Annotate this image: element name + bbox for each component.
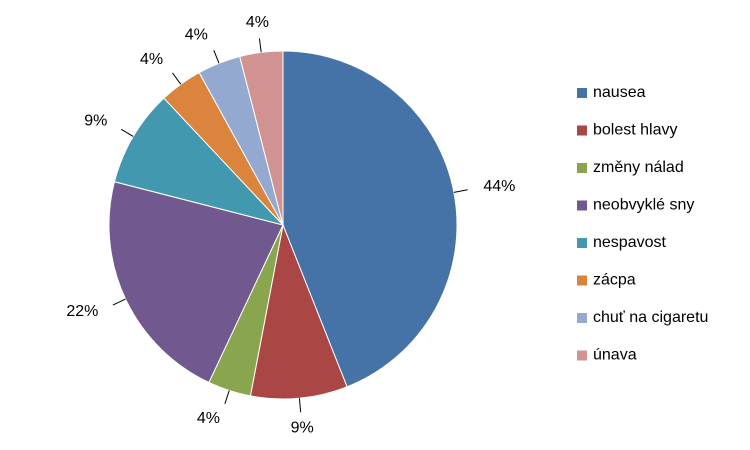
data-label: 4% <box>140 51 163 68</box>
legend-label: nausea <box>593 84 646 101</box>
pie-slice <box>113 97 285 226</box>
legend-swatch <box>577 125 587 136</box>
legend-swatch <box>577 88 587 98</box>
leader-line <box>112 298 126 306</box>
leader-line <box>298 398 302 413</box>
legend-label: nespavost <box>593 234 666 251</box>
legend-label: změny nálad <box>593 159 684 176</box>
legend-swatch <box>577 313 587 323</box>
legend-label: neobvyklé sny <box>593 197 694 214</box>
data-label: 4% <box>185 27 208 44</box>
leader-line <box>120 128 134 137</box>
leader-line <box>172 72 182 85</box>
data-label: 9% <box>291 419 314 436</box>
pie-slice <box>108 181 284 384</box>
data-label: 4% <box>246 14 269 31</box>
legend-label: zácpa <box>593 272 636 289</box>
legend-swatch <box>577 275 587 286</box>
legend-swatch <box>577 238 587 248</box>
leader-line <box>258 38 262 53</box>
legend-label: únava <box>593 347 637 364</box>
data-label: 9% <box>84 112 107 129</box>
leader-line <box>224 390 230 404</box>
legend-swatch <box>577 163 587 173</box>
leader-line <box>453 189 468 193</box>
legend-label: bolest hlavy <box>593 122 678 139</box>
data-label: 44% <box>483 178 515 195</box>
legend-label: chuť na cigaretu <box>593 309 708 326</box>
leader-line <box>213 50 220 64</box>
pie-slice <box>249 223 348 400</box>
legend-swatch <box>577 350 587 361</box>
data-label: 4% <box>197 410 220 427</box>
data-label: 22% <box>66 303 98 320</box>
legend-swatch <box>577 200 587 211</box>
